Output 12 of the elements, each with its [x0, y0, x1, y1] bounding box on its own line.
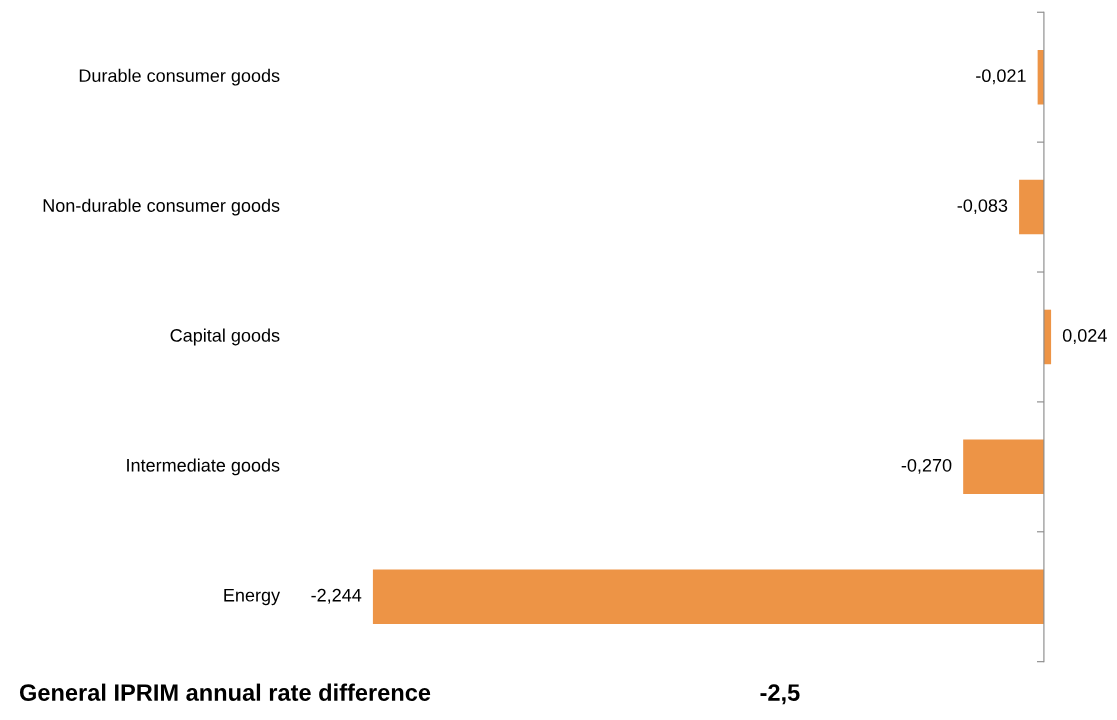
y-tick-label: Energy [224, 588, 281, 606]
data-label: -0,083 [957, 199, 1008, 215]
data-label: 0,024 [1062, 329, 1107, 344]
data-label: -2,244 [311, 588, 362, 604]
y-tick-label: Intermediate goods [127, 458, 280, 476]
text: General IPRIM annual rate difference [19, 683, 431, 701]
y-tick-label: Capital goods [170, 328, 280, 346]
text: -2,5 [760, 684, 800, 705]
y-tick-label: Durable consumer goods [79, 68, 280, 86]
y-tick-label: Non-durable consumer goods [43, 198, 280, 216]
data-label: -0,021 [976, 69, 1026, 85]
data-label: -0,270 [901, 458, 952, 474]
